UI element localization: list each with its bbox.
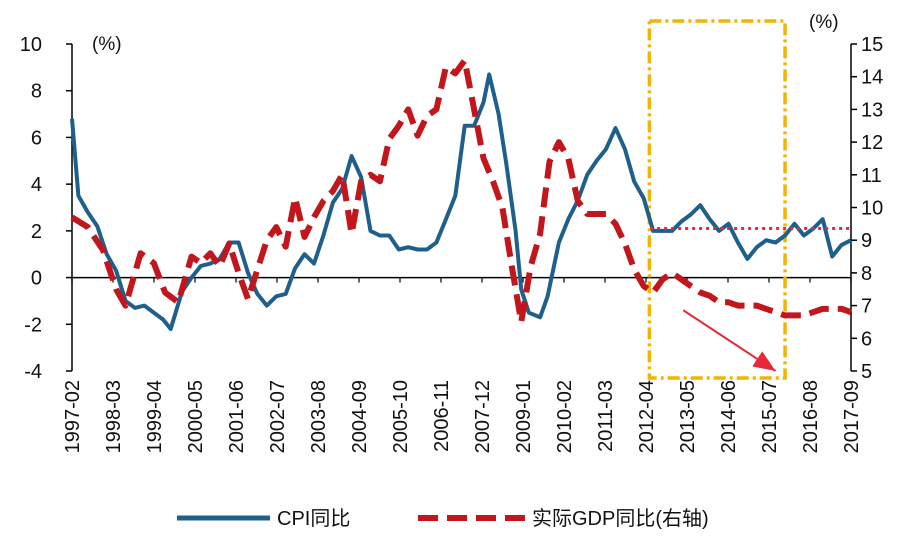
- series-layer: [70, 57, 852, 331]
- x-tick-label: 2000-05: [185, 380, 207, 453]
- x-tick-label: 2012-04: [636, 380, 658, 453]
- x-tick-label: 2006-11: [431, 380, 453, 452]
- x-tick-label: 2009-01: [513, 380, 535, 453]
- x-tick-label: 1998-03: [103, 380, 125, 453]
- left-tick-label: 8: [31, 81, 42, 103]
- gdp-series-line: [70, 57, 852, 325]
- right-tick-label: 9: [861, 230, 872, 252]
- right-tick-label: 10: [861, 198, 883, 220]
- x-tick-label: 2010-02: [554, 380, 576, 453]
- x-tick-label: 2001-06: [226, 380, 248, 453]
- right-tick-label: 5: [861, 361, 872, 383]
- x-tick-label: 2005-10: [390, 380, 412, 453]
- annotation-layer: [650, 227, 853, 372]
- left-tick-label: -4: [24, 361, 42, 383]
- highlight-box: [647, 19, 787, 380]
- right-tick-label: 13: [861, 99, 883, 121]
- left-tick-label: 6: [31, 127, 42, 149]
- x-tick-label: 2003-08: [308, 380, 330, 453]
- right-tick-label: 12: [861, 132, 883, 154]
- left-tick-label: -2: [24, 314, 42, 336]
- left-tick-label: 2: [31, 221, 42, 243]
- highlight-box-layer: [647, 19, 787, 380]
- x-tick-label: 2013-05: [677, 380, 699, 453]
- chart-axes: [66, 43, 857, 372]
- right-tick-label: 7: [861, 296, 872, 318]
- x-tick-label: 1997-02: [62, 380, 84, 453]
- left-tick-label: 10: [20, 34, 42, 56]
- left-axis-unit: (%): [92, 34, 122, 55]
- tick-labels: -4 -2 0 2 4 6 8 10 5 6 7 8 9 10 11 12 13 14 15 (%) (%) 1997-0…: [20, 12, 884, 453]
- x-tick-label: 2007-12: [472, 380, 494, 453]
- x-tick-label: 2017-09: [841, 380, 863, 453]
- x-tick-label: 1999-04: [144, 380, 166, 453]
- left-tick-label: 0: [31, 268, 42, 290]
- right-axis-unit: (%): [809, 12, 839, 33]
- right-tick-label: 11: [861, 165, 882, 187]
- trend-arrow-head: [752, 351, 776, 371]
- right-tick-label: 14: [861, 67, 883, 89]
- legend: CPI同比 实际GDP同比(右轴): [177, 507, 709, 530]
- legend-label-gdp: 实际GDP同比(右轴): [532, 507, 709, 530]
- cpi-series-line: [70, 72, 852, 331]
- left-tick-label: 4: [31, 174, 42, 196]
- x-tick-label: 2004-09: [349, 380, 371, 453]
- right-tick-label: 15: [861, 34, 883, 56]
- x-tick-label: 2002-07: [267, 380, 289, 453]
- x-tick-label: 2014-06: [718, 380, 740, 453]
- x-tick-label: 2016-08: [800, 380, 822, 453]
- x-tick-label: 2015-07: [759, 380, 781, 453]
- legend-label-cpi: CPI同比: [277, 507, 350, 530]
- right-tick-label: 8: [861, 263, 872, 285]
- x-tick-label: 2011-03: [595, 380, 617, 452]
- right-tick-label: 6: [861, 328, 872, 350]
